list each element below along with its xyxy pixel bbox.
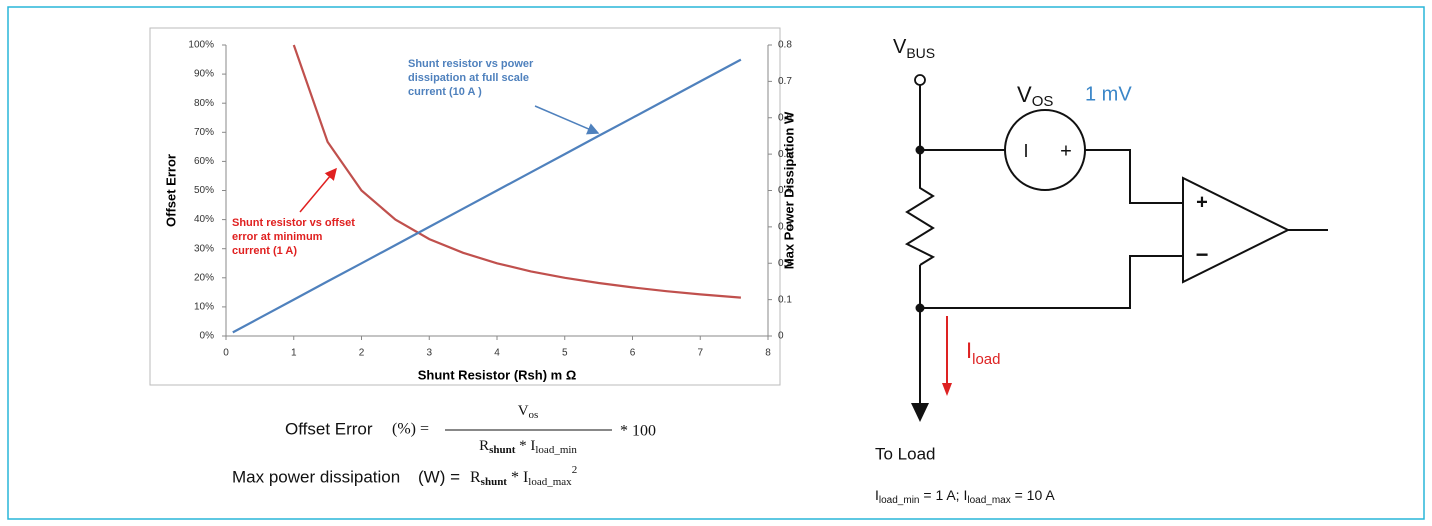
x-tick-label: 1 [291, 348, 297, 359]
formula-lhs: Offset Error [285, 419, 373, 438]
sup: 2 [572, 464, 578, 476]
x-tick-label: 2 [359, 348, 365, 359]
x-tick-label: 8 [765, 348, 771, 359]
arrowhead [911, 403, 929, 422]
y-tick-label: 90% [194, 69, 214, 80]
voltage-source [1004, 109, 1086, 191]
x-tick-label: 7 [697, 348, 703, 359]
amp-minus: − [1196, 242, 1209, 267]
junction [915, 303, 925, 313]
y-axis-label: Offset Error [163, 154, 178, 227]
sub: load_min [535, 444, 577, 456]
sym: * I [507, 469, 528, 486]
sub: load_max [528, 476, 572, 488]
amp-plus: + [1196, 191, 1208, 213]
resistor [904, 180, 936, 266]
y2-tick-label: 0.1 [778, 294, 792, 305]
annotation-arrow [534, 105, 600, 135]
power-formula: Max power dissipation (W) = Rshunt * Ilo… [232, 464, 577, 488]
vbus-label: VBUS [893, 36, 935, 60]
source-plus: + [1060, 140, 1072, 162]
y2-tick-label: 0.5 [778, 149, 792, 160]
y-tick-label: 80% [194, 98, 214, 109]
formula-numerator: Vos [518, 403, 539, 420]
formula-denominator: Rshunt * Iload_min [479, 438, 577, 455]
annotation: current (1 A) [232, 245, 297, 257]
arrowhead [942, 383, 952, 396]
terminal [914, 74, 926, 86]
annotation: Shunt resistor vs offset [232, 217, 355, 229]
iload-label: Iload [966, 338, 1000, 368]
circuit: VBUS I + VOS 1 mV + − Iload To Load Iloa… [875, 36, 1328, 506]
sym: * I [515, 438, 535, 454]
sym: V [518, 403, 529, 419]
chart-box [149, 27, 781, 386]
sub: load_min [879, 495, 920, 506]
chart: 0% 10% 20% 30% 40% 50% 60% 70% 80% 90% 100% 0 0.1 0.2… [163, 40, 796, 383]
x-axis-label: Shunt Resistor (Rsh) m Ω [418, 367, 577, 382]
formula-tail: * 100 [620, 423, 656, 440]
x-tick-label: 3 [426, 348, 432, 359]
y-tick-label: 0% [200, 331, 215, 342]
sym: I [875, 487, 879, 503]
sym: V [1017, 82, 1032, 107]
y2-tick-label: 0.7 [778, 76, 792, 87]
offset-formula: Offset Error (%) = Vos Rshunt * Iload_mi… [285, 403, 656, 455]
y2-tick-label: 0.6 [778, 112, 792, 123]
annotation: Shunt resistor vs power [408, 58, 534, 70]
vos-label: VOS [1017, 82, 1053, 110]
annotation: current (10 A ) [408, 86, 482, 98]
annotation-arrow [299, 167, 337, 213]
sub: os [529, 409, 539, 421]
annotation: error at minimum [232, 231, 323, 243]
sym: = 1 A; I [919, 487, 967, 503]
op-amp [1182, 176, 1291, 284]
y-tick-label: 60% [194, 156, 214, 167]
frame [7, 6, 1425, 520]
sym: V [893, 36, 907, 58]
x-tick-label: 4 [494, 348, 500, 359]
sym: I [966, 338, 972, 363]
x-tick-label: 5 [562, 348, 568, 359]
y2-axis-label: Max Power Dissipation W [781, 111, 796, 269]
x-tick-label: 6 [630, 348, 636, 359]
vos-value: 1 mV [1085, 83, 1132, 105]
y-tick-label: 20% [194, 272, 214, 283]
y-tick-label: 40% [194, 214, 214, 225]
sub: BUS [906, 45, 935, 61]
y2-tick-label: 0.2 [778, 258, 792, 269]
formula-unit: (%) = [392, 421, 429, 438]
y-tick-label: 100% [188, 40, 214, 51]
to-load: To Load [875, 444, 936, 463]
formula-lhs: Max power dissipation [232, 467, 400, 486]
series-line [232, 58, 742, 334]
annotation: dissipation at full scale [408, 72, 529, 84]
sub: shunt [489, 444, 516, 456]
y2-tick-label: 0 [778, 331, 784, 342]
sub: load_max [967, 495, 1010, 506]
formula-rhs: Rshunt * Iload_max2 [470, 464, 577, 488]
y-tick-label: 50% [194, 185, 214, 196]
wire [920, 149, 1183, 309]
formula-unit: (W) = [418, 467, 460, 486]
y2-tick-label: 0.4 [778, 185, 792, 196]
y-tick-label: 30% [194, 243, 214, 254]
sym: R [470, 469, 481, 486]
y2-tick-label: 0.3 [778, 222, 792, 233]
sub: shunt [481, 476, 508, 488]
load-note: Iload_min = 1 A; Iload_max = 10 A [875, 487, 1055, 506]
x-tick-label: 0 [223, 348, 229, 359]
y-tick-label: 10% [194, 302, 214, 313]
y-tick-label: 70% [194, 127, 214, 138]
sym: R [479, 438, 489, 454]
sym: = 10 A [1011, 487, 1056, 503]
y2-tick-label: 0.8 [778, 40, 792, 51]
series-line [292, 44, 741, 299]
sub: load [972, 351, 1000, 368]
source-minus: I [1023, 141, 1028, 161]
junction [915, 145, 925, 155]
sub: OS [1032, 93, 1054, 110]
